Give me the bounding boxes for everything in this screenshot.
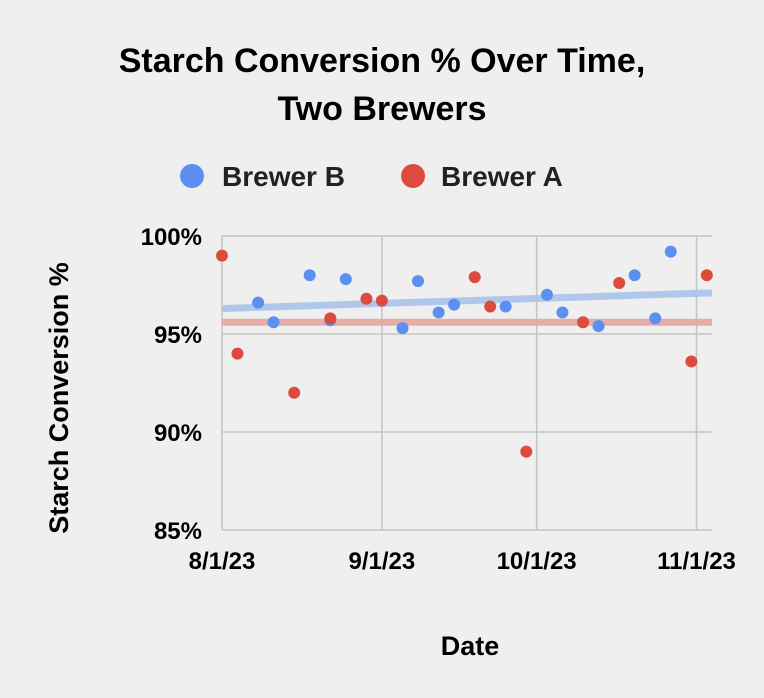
trendline-brewer-b <box>221 289 713 313</box>
y-axis-label: Starch Conversion % <box>44 262 74 534</box>
y-tick-label: 85% <box>154 518 202 545</box>
x-axis-ticks: 8/1/23 9/1/23 10/1/23 11/1/23 <box>189 548 736 575</box>
point-brewer-a <box>216 249 228 262</box>
y-axis-ticks: 100% 95% 90% 85% <box>141 224 202 545</box>
chart-title-line-2: Two Brewers <box>277 90 486 128</box>
point-brewer-b <box>556 306 569 319</box>
point-brewer-b <box>499 300 512 313</box>
y-tick-label: 100% <box>141 224 202 251</box>
point-brewer-a <box>360 292 373 305</box>
point-brewer-b <box>252 296 265 309</box>
point-brewer-a <box>577 316 590 329</box>
legend-label-brewer-b: Brewer B <box>222 161 345 192</box>
point-brewer-b <box>339 273 352 286</box>
x-tick-label: 9/1/23 <box>349 548 416 575</box>
point-brewer-a <box>685 355 698 368</box>
point-brewer-a <box>613 277 626 290</box>
point-brewer-b <box>303 269 316 282</box>
point-brewer-b <box>412 275 424 288</box>
gridlines <box>221 235 712 531</box>
chart-title: Starch Conversion % Over Time, Two Brewe… <box>119 42 646 128</box>
point-brewer-a <box>288 386 301 399</box>
chart-title-line-1: Starch Conversion % Over Time, <box>119 42 646 80</box>
point-brewer-a <box>520 445 533 458</box>
point-brewer-b <box>432 306 445 319</box>
point-brewer-b <box>664 245 677 258</box>
y-tick-label: 95% <box>154 322 202 349</box>
legend-label-brewer-a: Brewer A <box>441 161 563 192</box>
legend: Brewer B Brewer A <box>180 161 563 192</box>
point-brewer-a <box>231 347 244 360</box>
x-tick-label: 10/1/23 <box>497 548 577 575</box>
legend-marker-brewer-a <box>401 164 425 188</box>
point-brewer-b <box>448 298 461 311</box>
point-brewer-a <box>484 300 497 313</box>
x-tick-label: 8/1/23 <box>189 548 256 575</box>
point-brewer-a <box>700 269 713 282</box>
point-brewer-a <box>468 271 481 284</box>
legend-marker-brewer-b <box>180 164 204 188</box>
point-brewer-b <box>540 288 553 301</box>
point-brewer-a <box>324 312 337 325</box>
point-brewer-b <box>649 312 662 325</box>
trendlines <box>221 289 713 326</box>
y-tick-label: 90% <box>154 420 202 447</box>
point-brewer-b <box>592 320 605 333</box>
point-brewer-b <box>396 322 409 335</box>
data-points <box>216 245 713 458</box>
x-axis-label: Date <box>441 631 500 661</box>
point-brewer-b <box>628 269 641 282</box>
x-tick-label: 11/1/23 <box>657 548 736 575</box>
point-brewer-b <box>267 316 280 329</box>
point-brewer-a <box>375 294 388 307</box>
